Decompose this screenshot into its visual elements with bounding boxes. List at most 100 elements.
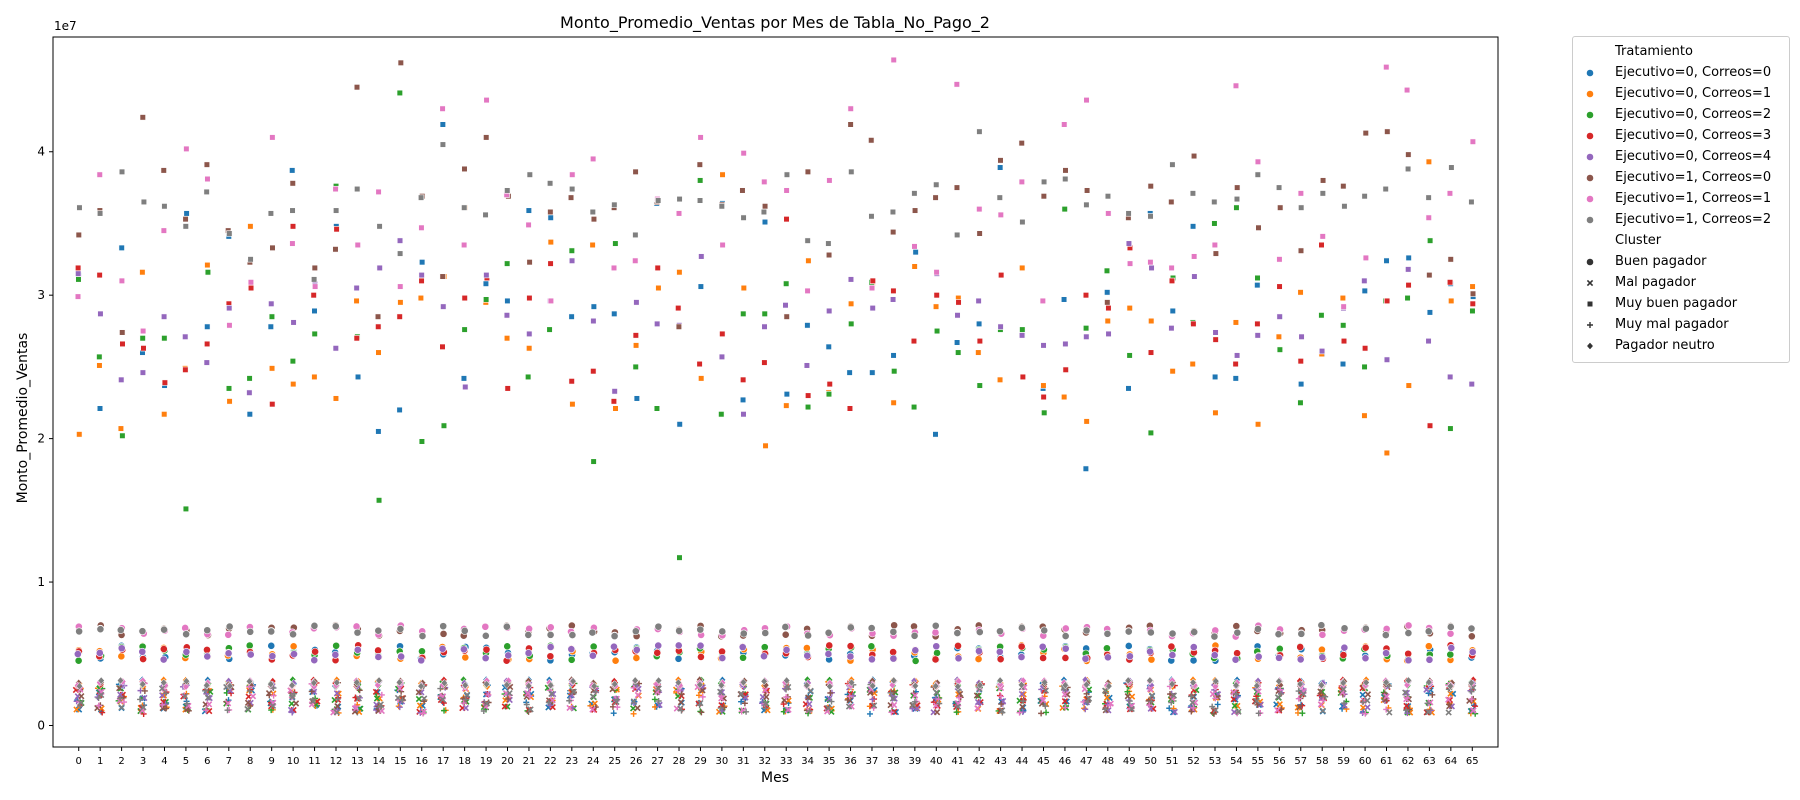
data-point-buen-pagador <box>1296 655 1305 664</box>
x-tick-label: 64 <box>1444 756 1457 767</box>
data-point-mal-pagador <box>975 692 982 699</box>
data-point-muy-mal-pagador <box>162 690 169 697</box>
legend-item-label: Ejecutivo=0, Correos=2 <box>1615 107 1772 122</box>
data-point-buen-pagador <box>502 622 511 631</box>
data-point-muy-buen-pagador <box>1405 254 1412 261</box>
data-point-muy-buen-pagador <box>1425 194 1432 201</box>
data-point-mal-pagador <box>1171 708 1178 716</box>
data-point-muy-buen-pagador <box>1254 171 1261 178</box>
data-point-muy-buen-pagador <box>289 240 296 247</box>
data-point-mal-pagador <box>439 696 446 703</box>
x-tick-label: 47 <box>1080 756 1093 767</box>
data-point-muy-buen-pagador <box>118 244 125 251</box>
data-point-muy-buen-pagador <box>1061 393 1068 401</box>
data-point-muy-buen-pagador <box>375 428 382 435</box>
data-point-muy-buen-pagador <box>289 207 296 214</box>
data-point-muy-buen-pagador <box>869 277 876 284</box>
data-point-muy-mal-pagador <box>696 702 703 709</box>
data-point-pagador-neutro <box>374 681 382 690</box>
data-point-muy-buen-pagador <box>1189 190 1197 197</box>
data-point-buen-pagador <box>889 627 898 636</box>
data-point-muy-buen-pagador <box>654 320 661 327</box>
data-point-muy-mal-pagador <box>741 700 748 707</box>
data-point-muy-buen-pagador <box>846 369 853 376</box>
data-point-muy-buen-pagador <box>1340 337 1348 345</box>
data-point-buen-pagador <box>289 630 297 639</box>
data-point-muy-buen-pagador <box>1019 326 1026 333</box>
x-tick-label: 33 <box>780 756 793 767</box>
data-point-mal-pagador <box>527 706 534 713</box>
data-point-buen-pagador <box>1404 629 1413 637</box>
data-point-buen-pagador <box>224 649 233 658</box>
legend-item-label: Ejecutivo=1, Correos=0 <box>1615 170 1772 185</box>
data-point-buen-pagador <box>138 647 147 656</box>
data-point-muy-mal-pagador <box>1467 687 1474 694</box>
data-point-muy-buen-pagador <box>204 269 212 276</box>
x-tick-label: 25 <box>608 756 621 767</box>
x-tick-label: 63 <box>1423 756 1436 767</box>
data-point-muy-mal-pagador <box>614 704 621 711</box>
data-point-buen-pagador <box>460 626 469 635</box>
data-point-muy-buen-pagador <box>96 272 103 279</box>
data-point-muy-mal-pagador <box>159 701 166 708</box>
data-point-muy-buen-pagador <box>397 299 404 306</box>
data-point-mal-pagador <box>717 688 724 695</box>
data-point-pagador-neutro <box>116 676 125 685</box>
data-point-muy-mal-pagador <box>1039 694 1046 701</box>
data-point-mal-pagador <box>954 703 962 710</box>
data-point-muy-buen-pagador <box>740 214 747 221</box>
x-tick-label: 55 <box>1252 756 1265 767</box>
data-point-muy-buen-pagador <box>1298 333 1305 340</box>
data-point-muy-buen-pagador <box>460 375 468 382</box>
data-point-buen-pagador <box>1318 653 1327 662</box>
data-point-buen-pagador <box>954 654 963 663</box>
data-point-buen-pagador <box>160 625 168 634</box>
data-point-muy-buen-pagador <box>847 121 854 128</box>
data-point-muy-buen-pagador <box>1403 86 1411 94</box>
data-point-mal-pagador <box>73 706 80 713</box>
data-point-muy-buen-pagador <box>204 175 211 183</box>
data-point-muy-buen-pagador <box>1083 418 1090 425</box>
data-point-mal-pagador <box>1169 709 1177 716</box>
data-point-muy-buen-pagador <box>1060 296 1068 303</box>
data-point-muy-buen-pagador <box>483 97 490 104</box>
data-point-muy-mal-pagador <box>699 693 706 700</box>
data-point-buen-pagador <box>439 622 448 631</box>
legend-style-title: Cluster <box>1615 233 1662 248</box>
data-point-buen-pagador <box>96 625 105 634</box>
data-point-muy-buen-pagador <box>1211 198 1218 206</box>
data-point-muy-mal-pagador <box>1020 698 1027 705</box>
x-tick-label: 31 <box>737 756 750 767</box>
data-point-buen-pagador <box>439 629 448 638</box>
data-point-muy-buen-pagador <box>826 177 833 184</box>
data-point-buen-pagador <box>911 657 920 665</box>
data-point-muy-buen-pagador <box>697 177 704 184</box>
data-point-muy-buen-pagador <box>140 327 147 335</box>
data-point-pagador-neutro <box>932 682 940 691</box>
data-point-buen-pagador <box>1168 629 1177 638</box>
data-point-buen-pagador <box>781 630 790 639</box>
data-point-muy-mal-pagador <box>1212 695 1219 702</box>
data-point-mal-pagador <box>889 695 897 702</box>
x-tick-label: 23 <box>565 756 578 767</box>
legend-marker <box>1586 279 1594 287</box>
legend-item: Ejecutivo=0, Correos=4 <box>1573 146 1789 167</box>
x-tick-label: 22 <box>544 756 557 767</box>
data-point-buen-pagador <box>353 628 362 637</box>
data-point-muy-buen-pagador <box>289 223 297 230</box>
data-point-muy-buen-pagador <box>439 105 446 112</box>
data-point-mal-pagador <box>415 689 422 696</box>
data-point-muy-buen-pagador <box>1212 373 1219 381</box>
data-point-pagador-neutro <box>848 678 856 687</box>
data-point-mal-pagador <box>807 687 814 695</box>
data-point-muy-buen-pagador <box>589 208 596 216</box>
data-point-buen-pagador <box>568 631 577 639</box>
data-point-muy-mal-pagador <box>1277 691 1284 698</box>
data-point-muy-buen-pagador <box>1232 375 1239 382</box>
data-point-muy-buen-pagador <box>760 208 768 216</box>
data-point-muy-buen-pagador <box>183 145 190 152</box>
data-point-mal-pagador <box>483 700 491 707</box>
x-tick-label: 37 <box>866 756 879 767</box>
data-point-muy-mal-pagador <box>1468 688 1475 695</box>
data-point-pagador-neutro <box>1189 678 1197 687</box>
